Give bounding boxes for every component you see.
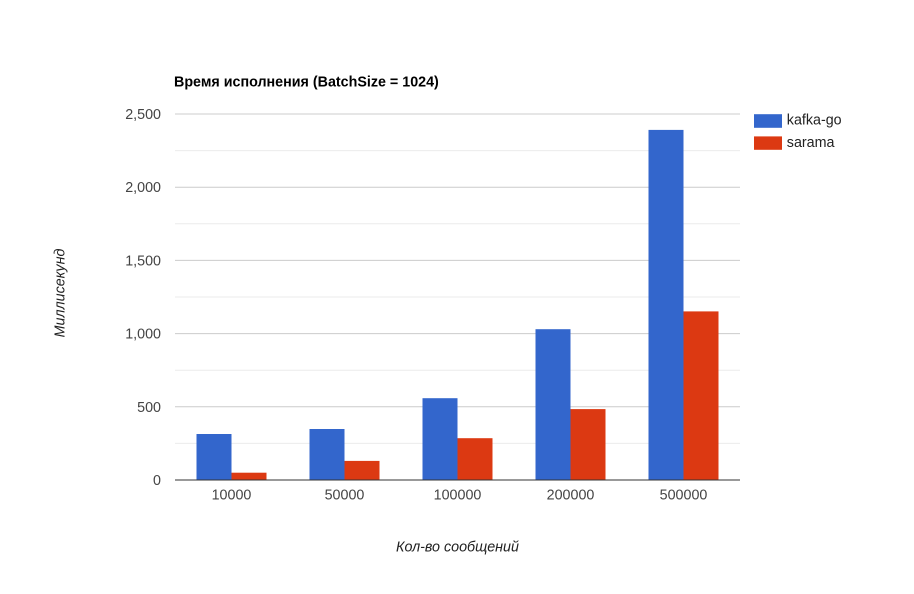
svg-text:kafka-go: kafka-go bbox=[787, 113, 842, 129]
svg-text:1,500: 1,500 bbox=[125, 253, 161, 269]
svg-text:2,500: 2,500 bbox=[125, 107, 161, 123]
svg-text:200000: 200000 bbox=[547, 488, 595, 504]
svg-text:sarama: sarama bbox=[787, 135, 835, 151]
svg-text:10000: 10000 bbox=[212, 488, 252, 504]
svg-text:50000: 50000 bbox=[325, 488, 365, 504]
svg-text:100000: 100000 bbox=[434, 488, 482, 504]
svg-text:1,000: 1,000 bbox=[125, 327, 161, 343]
svg-text:2,000: 2,000 bbox=[125, 180, 161, 196]
svg-text:Кол-во сообщений: Кол-во сообщений bbox=[396, 540, 519, 556]
svg-text:Миллисекунд: Миллисекунд bbox=[53, 249, 69, 338]
svg-text:Время исполнения (BatchSize =: Время исполнения (BatchSize = 1024) bbox=[174, 75, 439, 91]
svg-text:500000: 500000 bbox=[660, 488, 708, 504]
svg-text:500: 500 bbox=[137, 400, 161, 416]
svg-text:0: 0 bbox=[153, 473, 161, 489]
